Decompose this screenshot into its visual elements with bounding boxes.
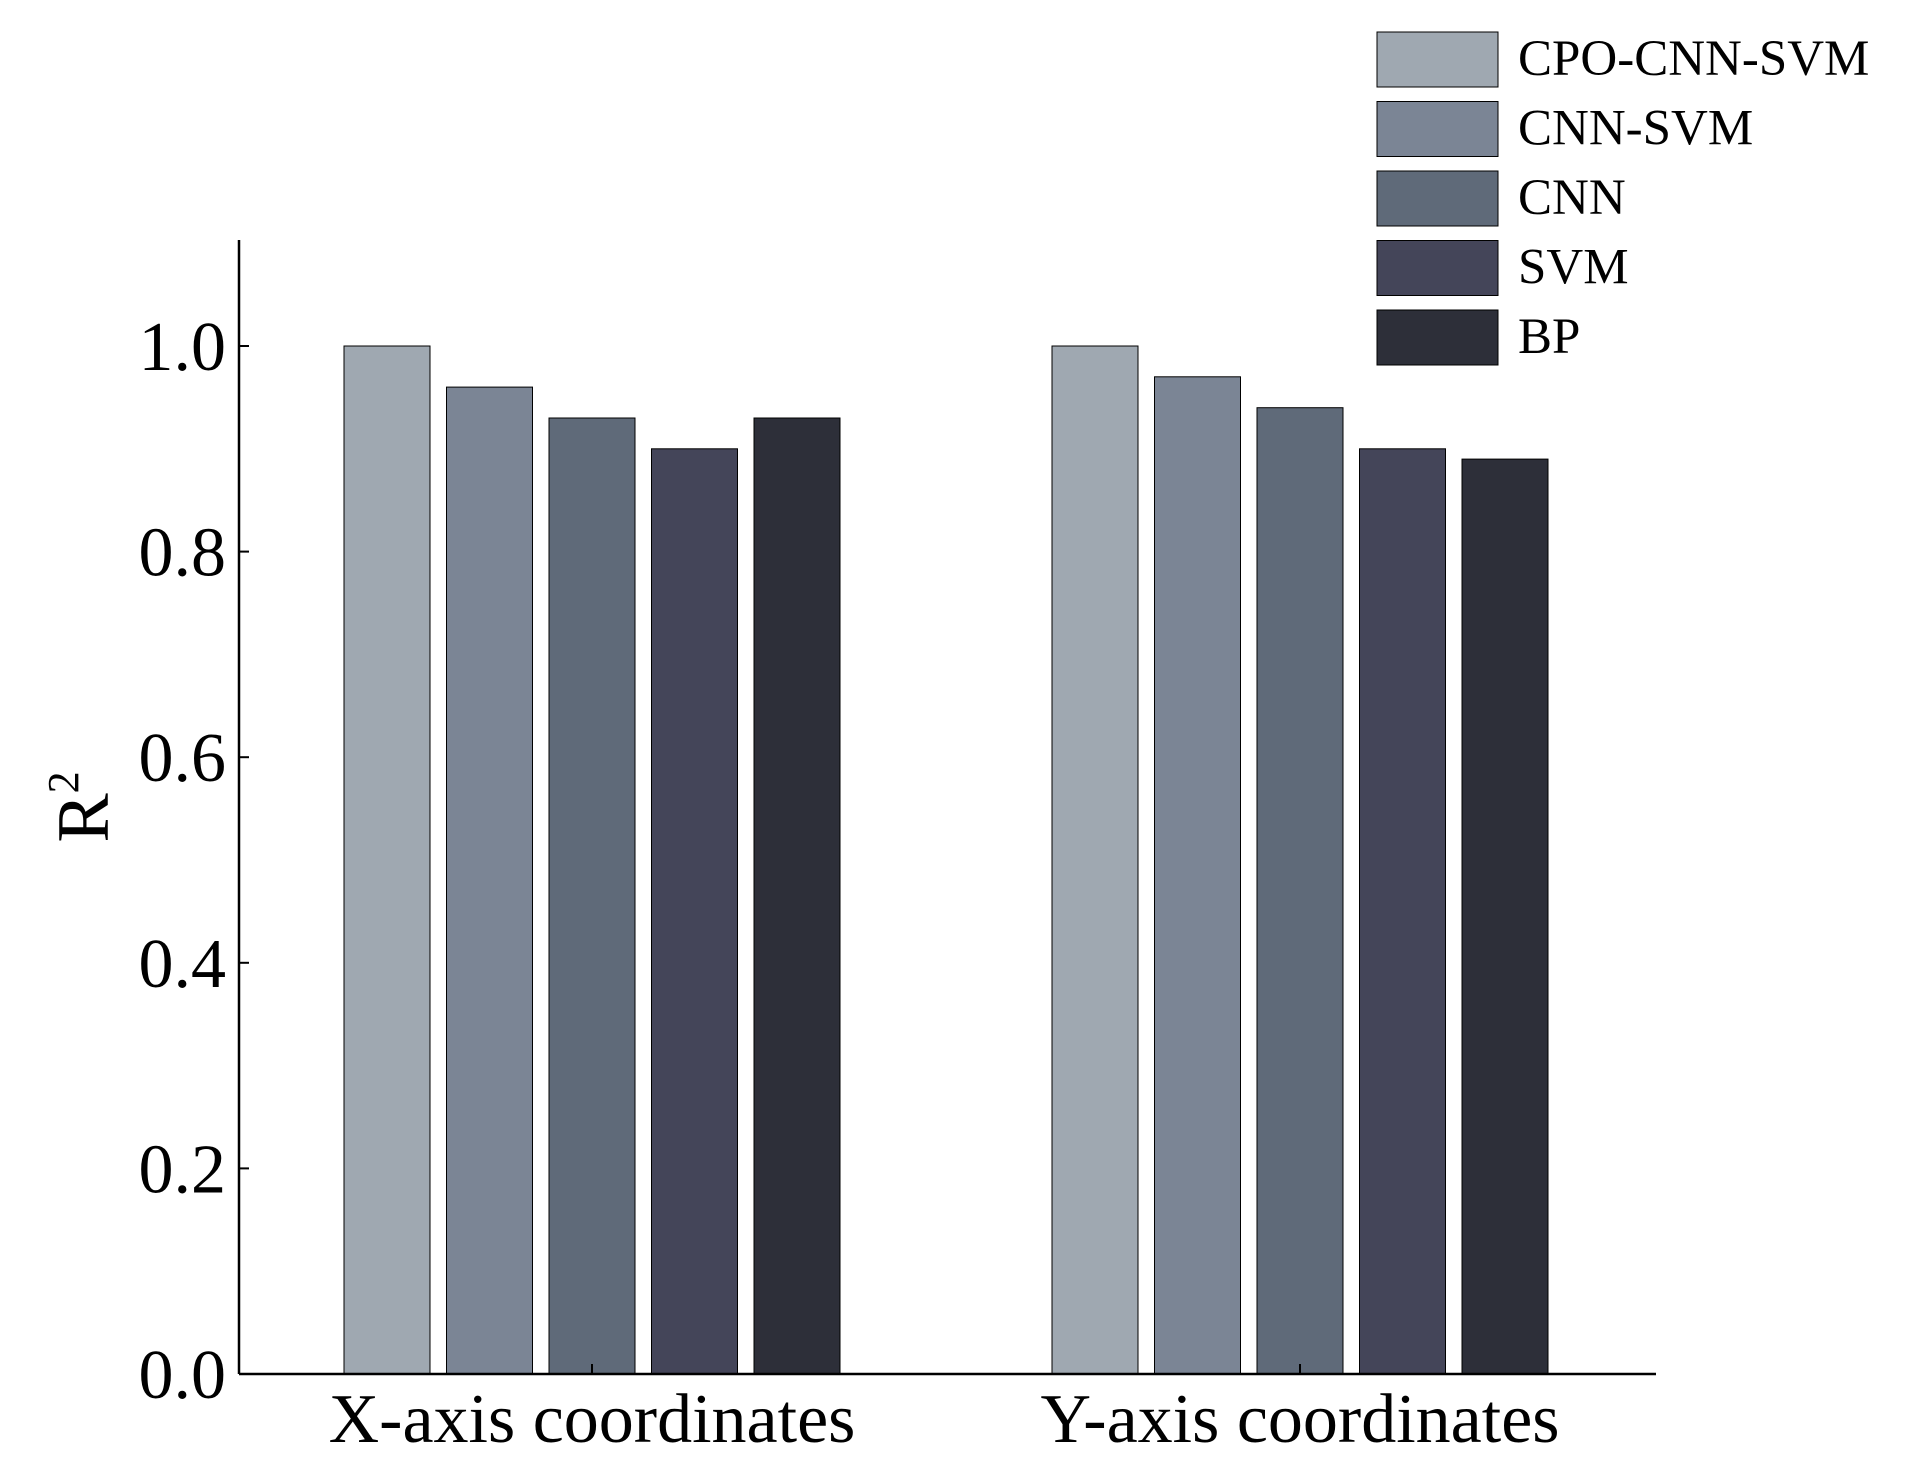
legend-label: BP bbox=[1518, 309, 1580, 365]
bar-svm-x bbox=[651, 448, 738, 1375]
legend-label: CNN bbox=[1518, 170, 1626, 226]
bar-cnn-x bbox=[548, 417, 636, 1375]
axes-layer bbox=[237, 240, 1656, 1376]
y-tick-label: 1.0 bbox=[139, 309, 227, 386]
bar-bp-y bbox=[1461, 458, 1549, 1375]
y-axis-label: R2 bbox=[39, 771, 125, 842]
bars-layer bbox=[343, 345, 1549, 1375]
legend-swatch-cnn bbox=[1376, 170, 1499, 227]
y-tick-label: 0.6 bbox=[139, 720, 227, 797]
bar-svm-y bbox=[1359, 448, 1446, 1375]
y-tick-label: 0.4 bbox=[139, 926, 227, 1003]
legend-label: CNN-SVM bbox=[1518, 101, 1753, 157]
bar-cpo-cnn-svm-y bbox=[1051, 345, 1139, 1375]
legend: CPO-CNN-SVM CNN-SVM CNN SVM BP bbox=[1376, 31, 1869, 366]
legend-label: CPO-CNN-SVM bbox=[1518, 31, 1869, 87]
x-ticks: X-axis coordinates Y-axis coordinates bbox=[329, 1364, 1560, 1458]
y-ticks: 0.0 0.2 0.4 0.6 0.8 1.0 bbox=[139, 309, 249, 1414]
bar-bp-x bbox=[753, 417, 841, 1375]
y-tick-label: 0.8 bbox=[139, 515, 227, 592]
y-tick-label: 0.2 bbox=[139, 1131, 227, 1208]
y-tick-label: 0.0 bbox=[139, 1337, 227, 1414]
bar-cnn-y bbox=[1256, 407, 1344, 1375]
bar-cpo-cnn-svm-x bbox=[343, 345, 431, 1375]
legend-swatch-cnn-svm bbox=[1376, 101, 1499, 157]
x-tick-label: Y-axis coordinates bbox=[1040, 1381, 1559, 1458]
x-tick-label: X-axis coordinates bbox=[329, 1381, 856, 1458]
bar-cnn-svm-y bbox=[1154, 376, 1241, 1375]
legend-swatch-svm bbox=[1376, 240, 1499, 296]
legend-label: SVM bbox=[1518, 240, 1629, 296]
legend-swatch-bp bbox=[1376, 309, 1499, 366]
legend-swatch-cpo-cnn-svm bbox=[1376, 31, 1499, 88]
bar-cnn-svm-x bbox=[446, 386, 533, 1375]
